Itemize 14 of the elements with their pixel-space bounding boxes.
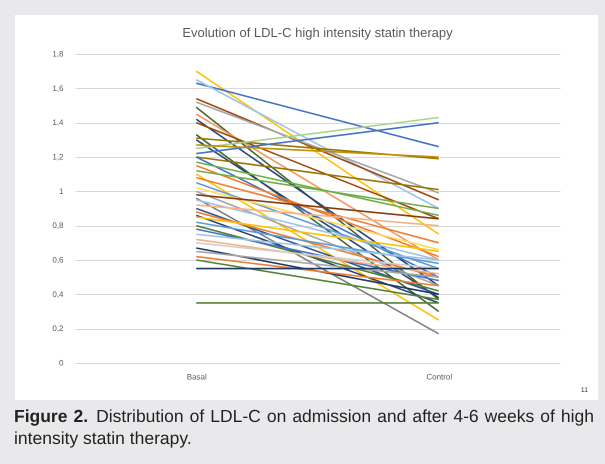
chart-title: Evolution of LDL-C high intensity statin therapy xyxy=(182,25,454,40)
y-tick-label: 0,4 xyxy=(52,290,64,299)
y-tick-label: 1,8 xyxy=(52,50,64,58)
y-tick-label: 1,6 xyxy=(52,84,64,93)
x-tick-label: Control xyxy=(426,372,452,382)
y-tick-label: 1 xyxy=(59,186,64,196)
caption: Figure 2. xyxy=(14,406,88,426)
y-tick-label: 0,8 xyxy=(52,221,64,230)
x-tick-label: Basal xyxy=(186,372,207,382)
y-tick-label: 0,6 xyxy=(52,256,64,264)
y-tick-label: 0,2 xyxy=(52,324,64,334)
y-tick-label: 0 xyxy=(59,358,64,368)
y-tick-label: 1,2 xyxy=(52,152,64,162)
y-tick-label: 1,4 xyxy=(52,118,64,128)
